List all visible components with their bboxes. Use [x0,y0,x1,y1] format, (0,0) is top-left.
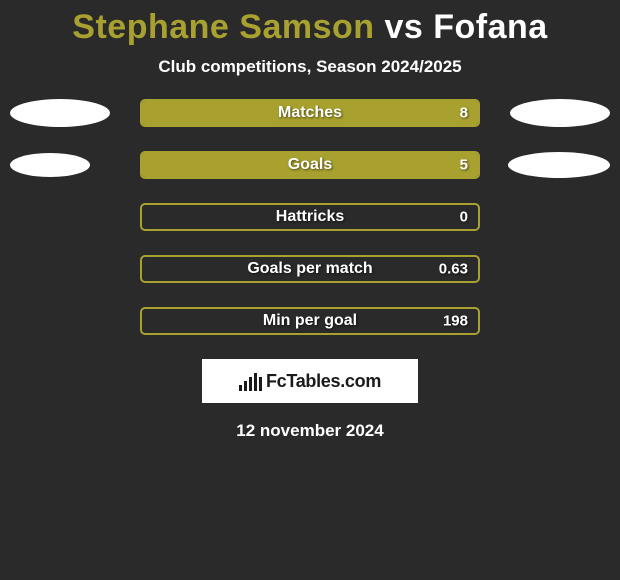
date-label: 12 november 2024 [0,421,620,441]
stat-label: Min per goal [263,312,357,330]
stat-bar: Min per goal 198 [140,307,480,335]
fctables-logo[interactable]: FcTables.com [202,359,418,403]
page-title: Stephane Samson vs Fofana [0,0,620,47]
stat-label: Hattricks [276,208,344,226]
stat-label: Matches [278,104,342,122]
player1-name: Stephane Samson [72,8,374,46]
stat-label: Goals [288,156,332,174]
right-pill-icon [510,99,610,127]
logo-bar-segment [259,377,262,391]
stat-value: 0.63 [439,261,468,278]
logo-bar-segment [249,377,252,391]
stat-value: 5 [460,157,468,174]
stat-row: Goals 5 [0,151,620,179]
stat-row: Matches 8 [0,99,620,127]
left-pill-icon [10,99,110,127]
logo-inner: FcTables.com [239,371,381,392]
right-pill-icon [508,152,610,178]
stat-value: 198 [443,313,468,330]
logo-text: FcTables.com [266,371,381,392]
left-pill-icon [10,153,90,177]
subtitle: Club competitions, Season 2024/2025 [0,57,620,77]
logo-bar-segment [239,385,242,391]
vs-text: vs [375,8,434,46]
stat-row: Min per goal 198 [0,307,620,335]
player2-name: Fofana [433,8,547,46]
stat-label: Goals per match [247,260,372,278]
stat-bar: Goals per match 0.63 [140,255,480,283]
stat-bar: Matches 8 [140,99,480,127]
logo-bar-segment [244,381,247,391]
stat-bar: Hattricks 0 [140,203,480,231]
stats-container: Matches 8 Goals 5 Hattricks 0 Goals per match 0… [0,99,620,335]
logo-bar-segment [254,373,257,391]
stat-value: 8 [460,105,468,122]
stat-value: 0 [460,209,468,226]
logo-bars-icon [239,371,262,391]
stat-row: Goals per match 0.63 [0,255,620,283]
stat-bar: Goals 5 [140,151,480,179]
stat-row: Hattricks 0 [0,203,620,231]
